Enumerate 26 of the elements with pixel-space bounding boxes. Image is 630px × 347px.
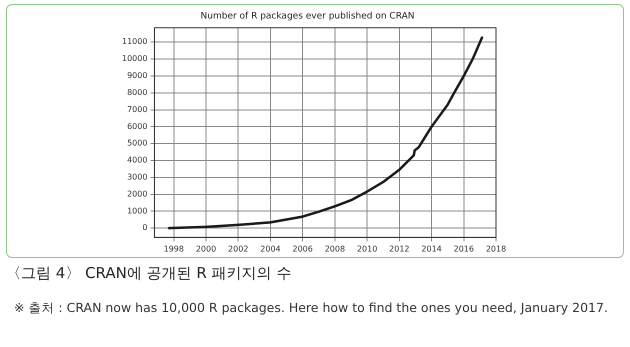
- x-tick-label: 2018: [486, 244, 506, 254]
- y-tick-label: 10000: [122, 54, 148, 64]
- x-tick-label: 2012: [389, 244, 410, 254]
- x-tick-label: 2006: [292, 244, 313, 254]
- y-tick-label: 0: [142, 223, 148, 232]
- x-tick-label: 2016: [454, 244, 474, 254]
- y-tick-label: 8000: [127, 88, 148, 97]
- y-tick-label: 5000: [127, 138, 148, 148]
- x-tick-label: 2000: [196, 244, 216, 254]
- text: 〈그림 4〉 CRAN에 공개된 R 패키지의 수: [6, 264, 292, 283]
- y-tick-label: 9000: [127, 71, 148, 80]
- y-tick-label: 11000: [122, 37, 148, 46]
- x-tick-label: 2008: [324, 244, 346, 254]
- text: ※ 출처 : CRAN now has 10,000 R packages. Here how to find the ones you need, January 2017.: [14, 299, 609, 317]
- x-tick-label: 2014: [421, 244, 442, 254]
- y-tick-label: 1000: [127, 206, 148, 216]
- y-tick-label: 6000: [127, 122, 148, 131]
- x-tick-label: 2010: [356, 244, 378, 254]
- x-tick-label: 1998: [164, 244, 184, 254]
- y-tick-label: 7000: [127, 104, 148, 114]
- chart-title: Number of R packages ever published on CRAN: [200, 12, 414, 22]
- y-tick-label: 3000: [127, 172, 148, 182]
- y-tick-label: 4000: [127, 156, 148, 165]
- y-tick-label: 2000: [127, 189, 148, 198]
- x-tick-label: 2002: [228, 244, 248, 254]
- x-tick-label: 2004: [260, 244, 281, 254]
